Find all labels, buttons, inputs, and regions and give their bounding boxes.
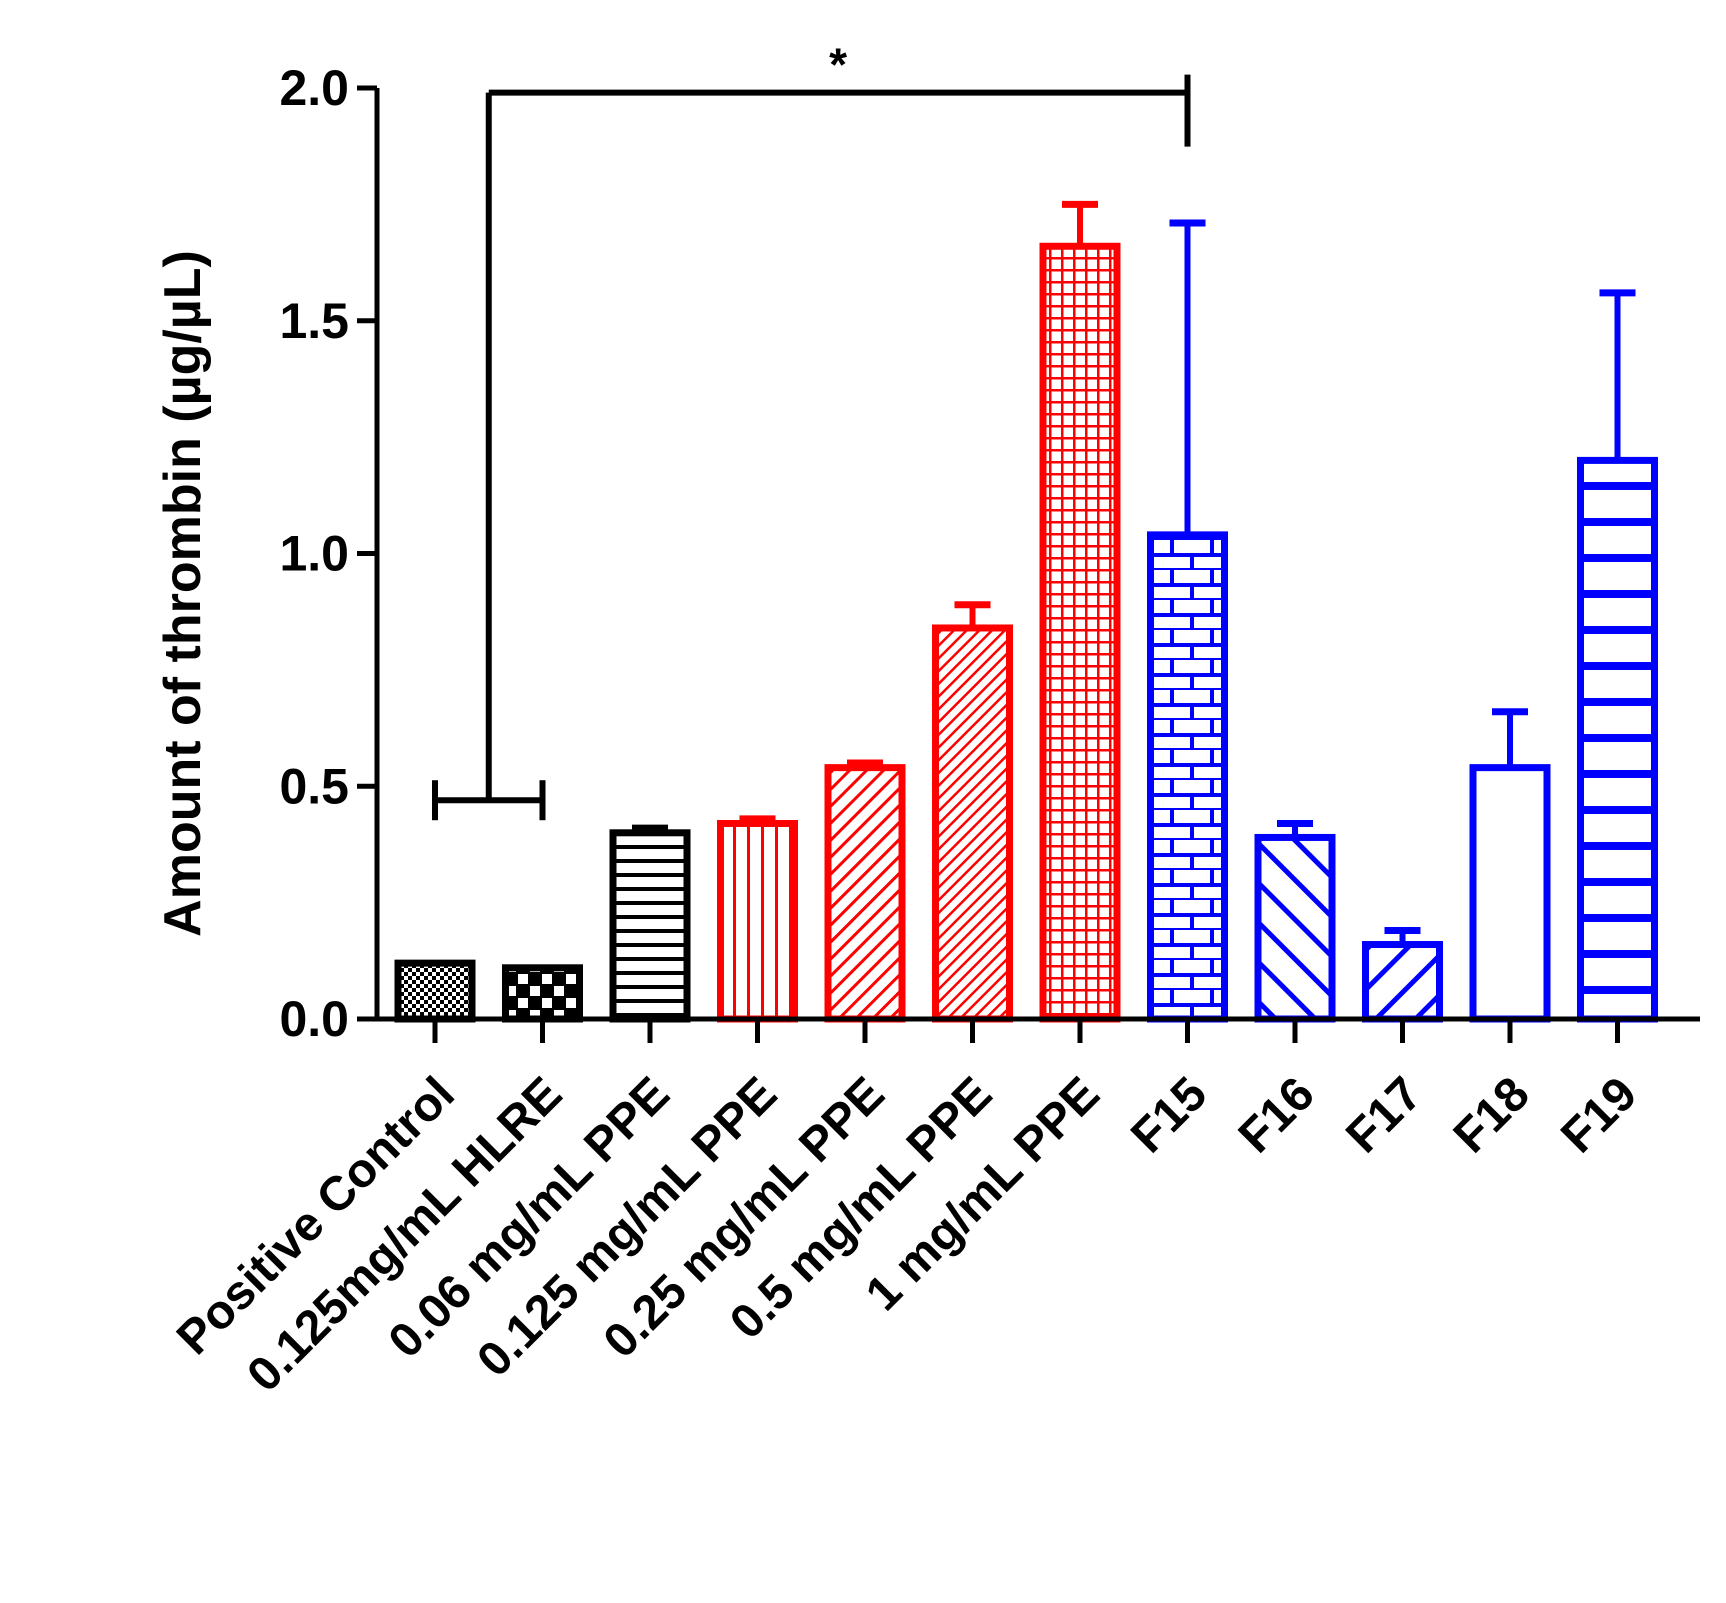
y-ticks: 0.0 0.5 1.0 1.5 2.0	[279, 60, 377, 1047]
bars-layer	[394, 242, 1658, 1023]
bar	[1039, 242, 1121, 1023]
y-tick-label: 2.0	[279, 60, 349, 116]
bar	[1254, 833, 1336, 1023]
bar	[1577, 456, 1658, 1023]
bar	[1469, 764, 1551, 1023]
significance-star: *	[829, 39, 847, 91]
y-axis: 0.0 0.5 1.0 1.5 2.0	[279, 60, 380, 1047]
error-bars-layer	[632, 200, 1636, 945]
x-category-label: F19	[1551, 1067, 1647, 1163]
x-category-label: F16	[1229, 1067, 1325, 1163]
y-tick-label: 1.0	[279, 526, 349, 582]
y-tick-label: 1.5	[279, 293, 349, 349]
y-tick-label: 0.5	[279, 758, 349, 814]
significance-bracket	[432, 74, 1191, 821]
bar	[609, 829, 691, 1023]
x-category-label: F18	[1444, 1067, 1540, 1163]
y-tick-label: 0.0	[279, 991, 349, 1047]
bar	[932, 624, 1013, 1023]
bar	[394, 959, 476, 1023]
bar	[717, 819, 798, 1023]
bar	[824, 764, 906, 1023]
bar	[502, 964, 583, 1023]
bar	[1147, 531, 1228, 1023]
bar	[1362, 941, 1443, 1023]
y-axis-title: Amount of thrombin (µg/µL)	[154, 250, 212, 937]
x-category-label: F17	[1336, 1067, 1432, 1163]
x-category-label: F15	[1121, 1067, 1217, 1163]
